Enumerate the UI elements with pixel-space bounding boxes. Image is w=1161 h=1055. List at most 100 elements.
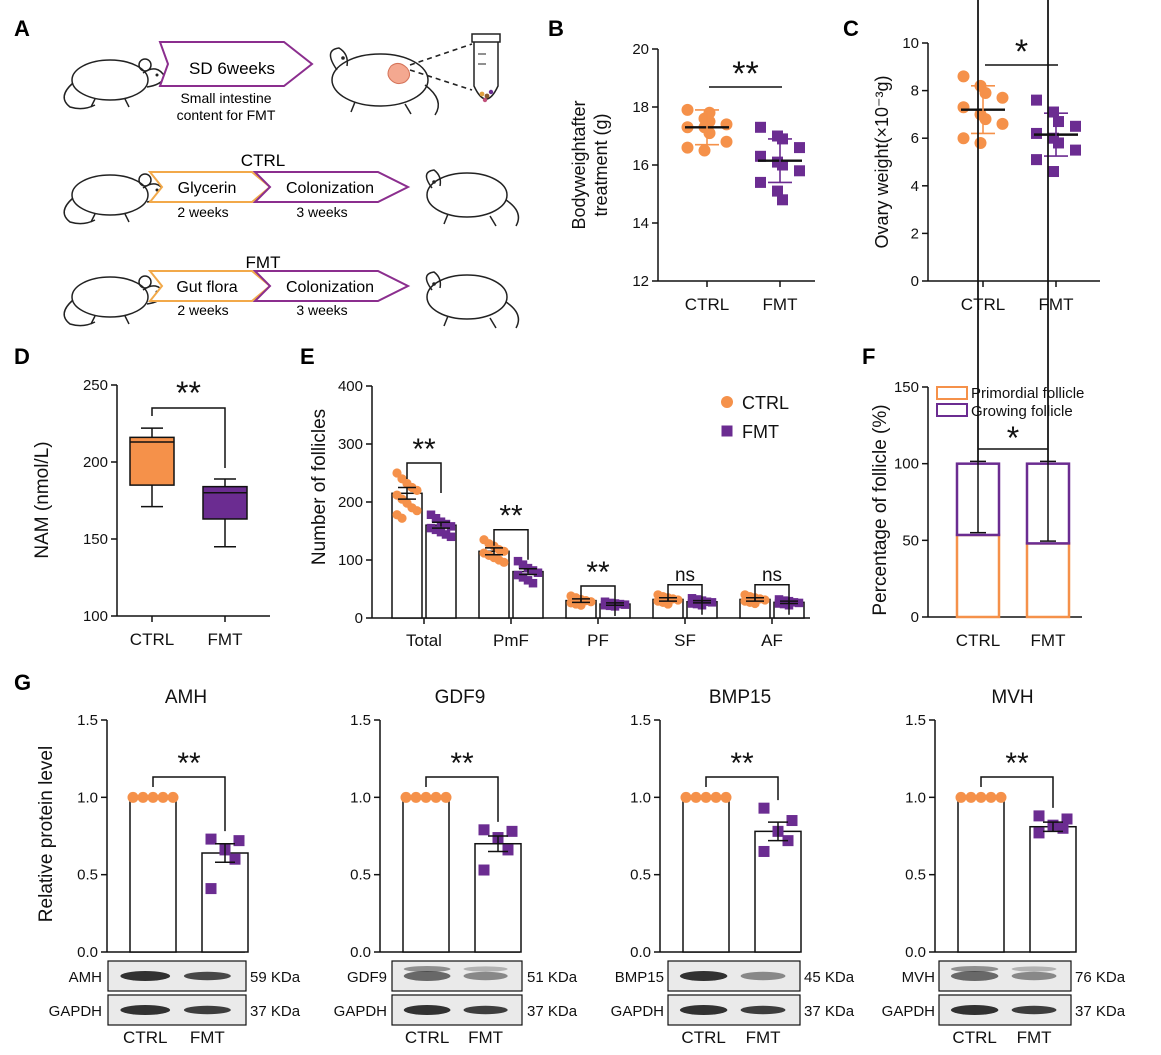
lane-label: FMT: [468, 1028, 503, 1047]
data-point: [205, 883, 217, 895]
data-point: [533, 568, 543, 578]
significance-label: **: [499, 500, 523, 533]
chart-title: BMP15: [709, 687, 771, 708]
y-tick-label: 0: [355, 610, 363, 627]
data-point: [446, 532, 456, 542]
blot-band: [183, 1005, 231, 1015]
data-point: [995, 791, 1007, 803]
blot-band: [950, 966, 999, 972]
significance-label: ns: [762, 565, 782, 586]
lane-label: FMT: [1017, 1028, 1052, 1047]
significance-bracket: [705, 776, 779, 801]
data-point: [957, 132, 970, 145]
bar: [682, 796, 730, 953]
y-tick-label: 14: [632, 215, 649, 232]
data-point: [760, 595, 770, 605]
data-point: [698, 144, 711, 157]
legend-label: FMT: [742, 422, 779, 442]
blot-kda-label: 76 KDa: [1075, 969, 1126, 986]
western-blot-mvh: MVH 76 KDa GAPDH 37 KDa CTRL FMT: [882, 960, 1126, 1047]
data-point: [478, 864, 490, 876]
y-tick-label: 1.5: [630, 712, 651, 729]
data-point: [755, 150, 766, 162]
y-tick-label: 100: [338, 552, 363, 569]
data-point: [794, 142, 805, 154]
box: [129, 436, 175, 486]
blot-protein-label: MVH: [902, 969, 935, 986]
data-point: [205, 833, 217, 845]
bar: [402, 796, 450, 953]
data-point: [157, 791, 169, 803]
x-tick-label: PmF: [493, 631, 529, 650]
mouse-icon: [425, 169, 520, 227]
data-point: [955, 791, 967, 803]
data-point: [412, 506, 422, 516]
x-tick-label: CTRL: [956, 631, 1000, 650]
data-point: [1033, 810, 1045, 822]
data-point: [965, 791, 977, 803]
data-point: [703, 106, 716, 119]
chart-panel-g-bmp15: 0.0 0.5 1.0 1.5 BMP15 **: [630, 687, 802, 961]
data-point: [789, 598, 799, 607]
y-tick-label: 1.5: [905, 712, 926, 729]
y-tick-label: 0.0: [77, 944, 98, 961]
blot-band: [740, 1005, 786, 1015]
significance-bracket: [580, 585, 616, 616]
significance-bracket: [980, 776, 1054, 808]
y-axis-label: Percentage of follicle (%): [870, 404, 891, 615]
data-point: [528, 566, 538, 575]
y-tick-label: 1.0: [630, 789, 651, 806]
data-point: [680, 791, 692, 803]
y-tick-label: 2: [911, 225, 919, 242]
lane-label: CTRL: [405, 1028, 449, 1047]
caption-line: content for FMT: [177, 107, 276, 123]
y-tick-label: 1.0: [905, 789, 926, 806]
chart-panel-e: 0 100 200 300 400 Total ** PmF ** PF ** SF ns AF ns CTR…: [309, 378, 810, 650]
y-tick-label: 0.5: [77, 867, 98, 884]
data-point: [692, 599, 702, 609]
data-point: [1031, 94, 1042, 106]
data-point: [420, 791, 432, 803]
data-point: [518, 573, 528, 582]
x-tick-label: Total: [406, 631, 442, 650]
data-point: [720, 135, 733, 148]
panel-letter-e: E: [300, 344, 315, 369]
blot-band: [463, 1005, 508, 1015]
blot-band: [1011, 971, 1057, 981]
y-axis-label: Ovary weight(×10⁻³g): [872, 75, 892, 248]
y-tick-label: 200: [338, 494, 363, 511]
panel-letter-b: B: [548, 16, 564, 41]
blot-kda-label: 37 KDa: [1075, 1003, 1126, 1020]
western-blot-bmp15: BMP15 45 KDa GAPDH 37 KDa CTRL FMT: [611, 960, 855, 1047]
y-axis-label: Relative protein level: [36, 746, 57, 922]
data-point: [786, 815, 798, 827]
x-tick-label: FMT: [1039, 295, 1074, 314]
data-point: [777, 194, 788, 206]
data-point: [523, 576, 533, 585]
significance-bracket: [152, 776, 226, 832]
y-axis-label: Bodyweightafter: [569, 100, 589, 229]
data-point: [774, 599, 784, 608]
data-point: [426, 523, 436, 533]
data-point: [720, 118, 733, 131]
data-point: [400, 791, 412, 803]
chart-panel-b: 12 14 16 18 20 CTRL FMT ** Bodyweightafter treatm…: [569, 41, 815, 314]
significance-bracket: [406, 462, 442, 493]
y-tick-label: 100: [83, 608, 108, 625]
blot-kda-label: 37 KDa: [527, 1003, 578, 1020]
data-point: [687, 594, 697, 603]
step-arrow: [252, 270, 411, 302]
legend-swatch: [936, 386, 968, 400]
significance-label: **: [586, 556, 610, 589]
blot-band: [403, 971, 451, 981]
chart-title: AMH: [165, 687, 207, 708]
arrow-label: SD 6weeks: [189, 59, 275, 78]
data-point: [681, 141, 694, 154]
data-point: [777, 159, 788, 171]
y-tick-label: 0.0: [350, 944, 371, 961]
data-point: [528, 578, 538, 588]
data-point: [794, 598, 804, 608]
data-point: [1057, 822, 1069, 834]
